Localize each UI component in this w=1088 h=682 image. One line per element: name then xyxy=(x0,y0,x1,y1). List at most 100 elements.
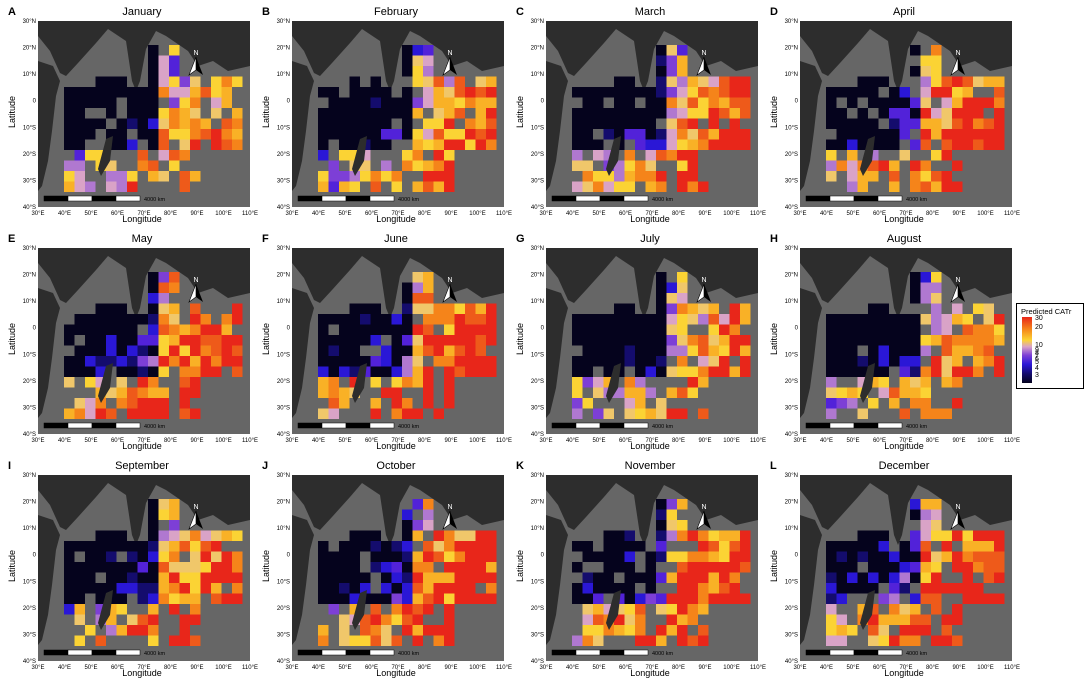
catr-cell xyxy=(952,108,963,119)
catr-cell xyxy=(868,583,879,594)
catr-cell xyxy=(169,129,180,140)
x-axis-label: Longitude xyxy=(630,441,670,451)
catr-cell xyxy=(116,118,127,129)
catr-cell xyxy=(593,335,604,346)
catr-cell xyxy=(148,377,159,388)
catr-cell xyxy=(836,625,847,636)
catr-cell xyxy=(656,66,667,77)
catr-cell xyxy=(994,118,1005,129)
catr-cell xyxy=(952,398,963,409)
catr-cell xyxy=(729,139,740,150)
catr-cell xyxy=(339,387,350,398)
catr-cell xyxy=(878,356,889,367)
catr-cell xyxy=(433,87,444,98)
catr-cell xyxy=(614,181,625,192)
catr-cell xyxy=(127,625,138,636)
catr-cell xyxy=(137,562,148,573)
catr-cell xyxy=(973,551,984,562)
catr-cell xyxy=(169,583,180,594)
y-tick-label: 10°S xyxy=(277,125,290,131)
catr-cell xyxy=(698,314,709,325)
catr-cell xyxy=(64,118,75,129)
catr-cell xyxy=(402,572,413,583)
catr-cell xyxy=(169,635,180,646)
catr-cell xyxy=(899,572,910,583)
catr-cell xyxy=(127,541,138,552)
catr-cell xyxy=(433,593,444,604)
x-axis-label: Longitude xyxy=(630,214,670,224)
y-axis-label: Latitude xyxy=(515,322,525,356)
y-tick-label: 10°N xyxy=(531,526,544,532)
catr-cell xyxy=(708,356,719,367)
catr-cell xyxy=(200,551,211,562)
catr-cell xyxy=(582,87,593,98)
catr-cell xyxy=(158,509,169,520)
catr-cell xyxy=(889,562,900,573)
catr-cell xyxy=(64,572,75,583)
catr-cell xyxy=(116,541,127,552)
catr-cell xyxy=(137,398,148,409)
catr-cell xyxy=(360,314,371,325)
catr-cell xyxy=(433,635,444,646)
catr-cell xyxy=(412,160,423,171)
catr-cell xyxy=(64,593,75,604)
catr-cell xyxy=(920,625,931,636)
y-tick-label: 40°S xyxy=(277,659,290,665)
catr-cell xyxy=(339,366,350,377)
catr-cell xyxy=(190,108,201,119)
catr-cell xyxy=(106,541,117,552)
y-tick-label: 30°S xyxy=(277,178,290,184)
catr-cell xyxy=(200,583,211,594)
catr-cell xyxy=(465,129,476,140)
catr-cell xyxy=(465,530,476,541)
panel-letter: I xyxy=(8,460,12,472)
catr-cell xyxy=(339,625,350,636)
catr-cell xyxy=(857,408,868,419)
catr-cell xyxy=(95,345,106,356)
catr-cell xyxy=(687,387,698,398)
catr-cell xyxy=(190,324,201,335)
catr-cell xyxy=(910,551,921,562)
catr-cell xyxy=(962,129,973,140)
landmass-africa xyxy=(800,515,822,645)
catr-cell xyxy=(614,541,625,552)
catr-cell xyxy=(328,160,339,171)
catr-cell xyxy=(729,97,740,108)
catr-cell xyxy=(444,324,455,335)
catr-cell xyxy=(486,314,497,325)
catr-cell xyxy=(836,614,847,625)
catr-cell xyxy=(423,583,434,594)
catr-cell xyxy=(423,398,434,409)
catr-cell xyxy=(656,45,667,56)
catr-cell xyxy=(221,572,232,583)
x-tick-label: 60°E xyxy=(873,438,886,444)
catr-cell xyxy=(836,118,847,129)
catr-cell xyxy=(454,335,465,346)
catr-cell xyxy=(920,499,931,510)
y-tick-label: 20°N xyxy=(531,500,544,506)
catr-cell xyxy=(190,118,201,129)
catr-cell xyxy=(158,335,169,346)
catr-cell xyxy=(920,66,931,77)
catr-cell xyxy=(454,562,465,573)
catr-cell xyxy=(656,139,667,150)
catr-cell xyxy=(127,572,138,583)
catr-cell xyxy=(582,324,593,335)
scale-bar: 4000 km xyxy=(551,649,674,657)
catr-cell xyxy=(952,356,963,367)
catr-cell xyxy=(920,335,931,346)
catr-cell xyxy=(983,129,994,140)
catr-cell xyxy=(868,541,879,552)
catr-cell xyxy=(465,541,476,552)
y-tick-label: 40°S xyxy=(277,205,290,211)
catr-cell xyxy=(137,129,148,140)
catr-cell xyxy=(391,345,402,356)
x-tick-label: 60°E xyxy=(619,211,632,217)
catr-cell xyxy=(402,551,413,562)
catr-cell xyxy=(666,509,677,520)
catr-cell xyxy=(656,398,667,409)
catr-cell xyxy=(381,314,392,325)
catr-cell xyxy=(920,520,931,531)
